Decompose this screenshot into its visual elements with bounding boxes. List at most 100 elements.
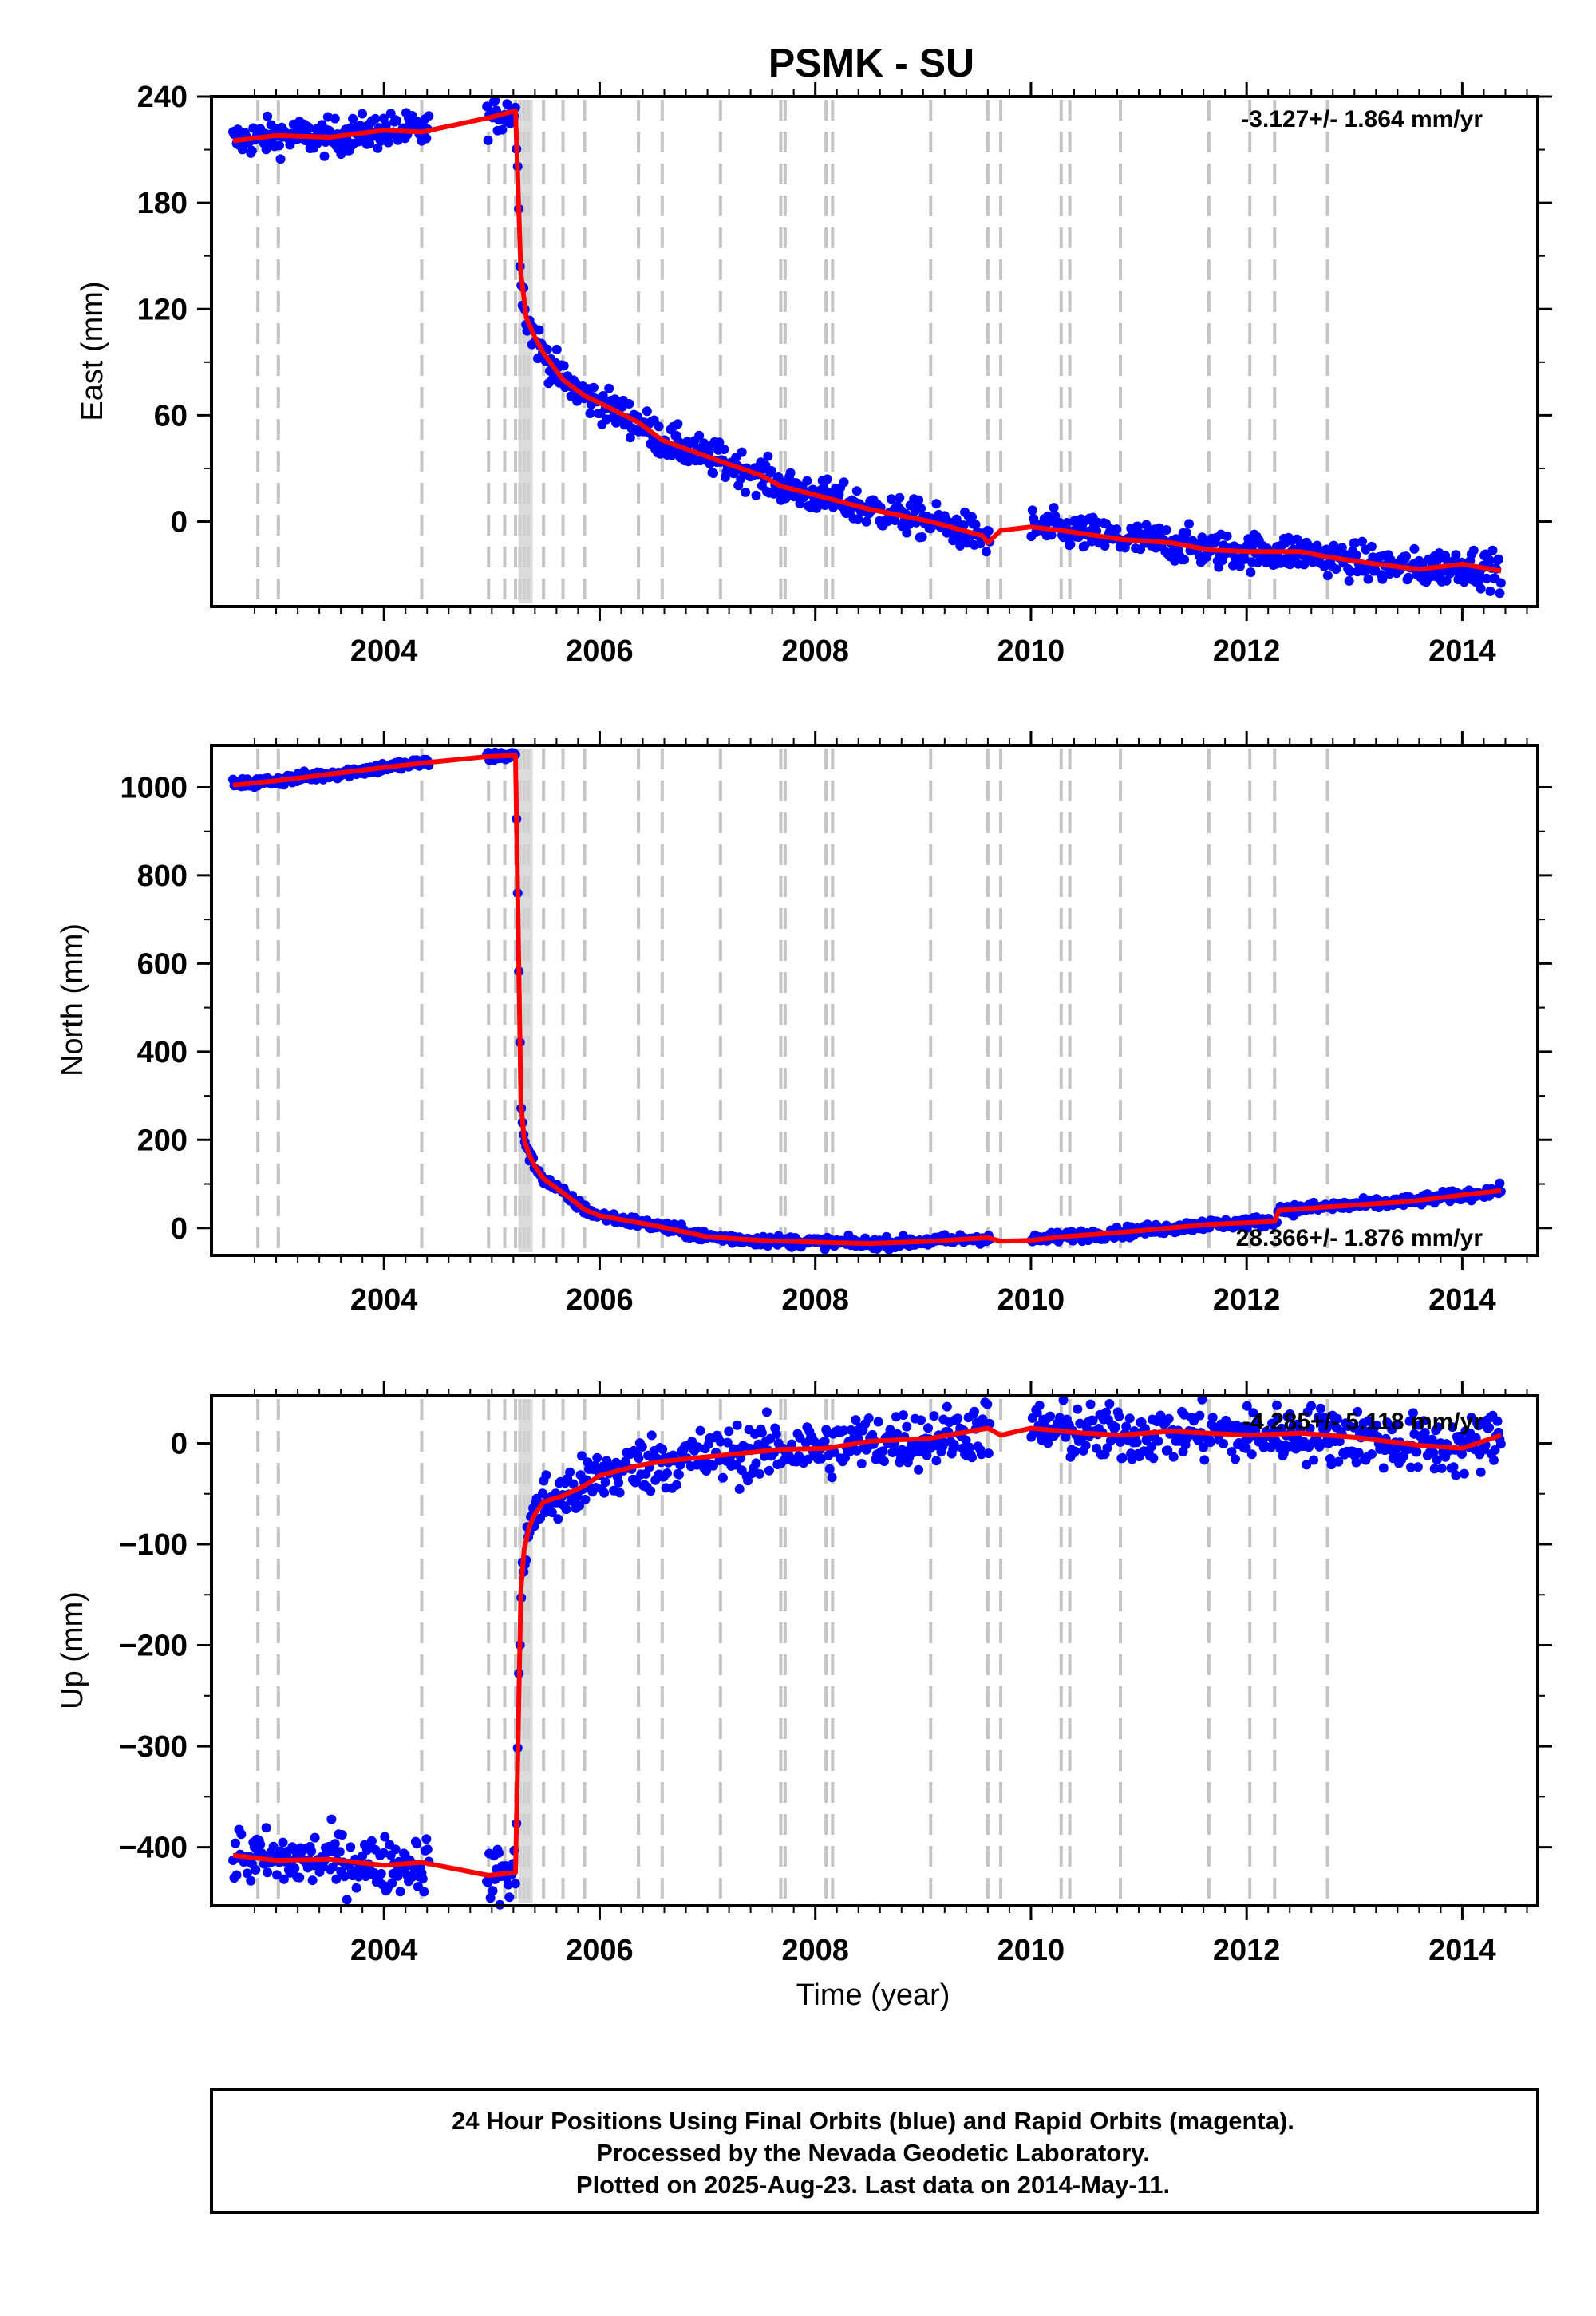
up-obs-point-266 (600, 1477, 610, 1488)
up-obs-point-28 (261, 1823, 271, 1833)
east-obs-point-663 (1112, 524, 1122, 535)
up-obs-point-37 (272, 1870, 282, 1880)
up-obs-point-488 (863, 1413, 874, 1424)
east-obs-point-101 (348, 113, 358, 124)
up-obs-point-577 (970, 1406, 979, 1417)
east-obs-point-422 (785, 468, 796, 478)
up-obs-point-915 (1412, 1447, 1422, 1457)
up-obs-point-501 (879, 1456, 889, 1466)
east-obs-point-589 (983, 526, 994, 536)
up-xtick-label-3: 2010 (998, 1934, 1065, 1967)
up-obs-point-86 (330, 1839, 340, 1849)
east-ytick-label-1: 180 (137, 187, 188, 220)
east-obs-point-909 (1404, 572, 1413, 583)
up-ytick-label-3: −300 (119, 1730, 188, 1764)
up-ytick-label-2: −200 (119, 1630, 188, 1663)
east-obs-point-366 (719, 445, 729, 454)
up-obs-point-314 (658, 1445, 668, 1454)
east-obs-point-39 (275, 140, 284, 151)
up-obs-point-246 (577, 1451, 587, 1461)
up-obs-point-762 (1231, 1454, 1240, 1464)
east-obs-point-532 (916, 504, 926, 513)
up-obs-point-482 (856, 1459, 867, 1468)
east-obs-point-8 (237, 144, 247, 155)
up-obs-point-277 (614, 1477, 624, 1488)
east-obs-point-287 (625, 433, 635, 443)
up-obs-point-777 (1248, 1408, 1258, 1418)
east-obs-point-608 (1046, 530, 1057, 540)
east-obs-point-225 (551, 345, 562, 354)
east-obs-point-841 (1322, 571, 1333, 581)
east-obs-point-269 (604, 383, 614, 393)
up-xtick-label-4: 2012 (1213, 1934, 1281, 1967)
up-obs-point-410 (771, 1429, 781, 1440)
north-step-lines (256, 749, 1329, 1252)
up-obs-point-52 (290, 1863, 300, 1873)
up-obs-point-563 (953, 1413, 963, 1424)
up-obs-point-674 (1124, 1413, 1135, 1424)
east-obs-point-587 (981, 547, 991, 557)
up-obs-point-706 (1163, 1445, 1173, 1456)
up-obs-point-297 (637, 1441, 647, 1452)
up-obs-point-396 (755, 1468, 764, 1479)
up-obs-point-163 (421, 1834, 432, 1844)
east-obs-point-870 (1357, 536, 1367, 547)
up-obs-point-618 (1058, 1395, 1069, 1405)
up-obs-point-752 (1219, 1439, 1229, 1448)
north-plot-frame (210, 744, 1539, 1257)
up-obs-point-654 (1101, 1407, 1111, 1417)
east-ytick-label-0: 240 (137, 81, 188, 114)
up-obs-point-99 (346, 1842, 356, 1852)
east-plot-content: 240 180 120 60 0 2004 2006 2008 2010 2012 2014 (137, 81, 1552, 668)
east-obs-point-64 (304, 123, 314, 133)
east-obs-point-705 (1161, 525, 1171, 535)
up-ytick-label-4: −400 (119, 1832, 188, 1865)
up-obs-point-573 (965, 1442, 974, 1452)
east-axis-label: East (mm) (76, 281, 109, 421)
east-obs-point-514 (895, 492, 905, 503)
up-obs-point-151 (407, 1872, 417, 1882)
up-obs-point-808 (1285, 1409, 1295, 1419)
up-obs-point-589 (983, 1448, 994, 1459)
up-obs-point-899 (1393, 1420, 1403, 1430)
east-ytick-label-3: 60 (154, 399, 188, 433)
panel-north: 1000 800 600 400 200 0 2004 2006 2008 2010 2012 201… (56, 731, 1552, 1317)
up-obs-point-226 (553, 1514, 563, 1524)
up-obs-point-23 (255, 1840, 266, 1849)
east-obs-point-406 (766, 466, 776, 476)
east-obs-point-860 (1345, 567, 1356, 577)
up-obs-point-69 (310, 1832, 320, 1843)
up-obs-point-96 (342, 1895, 352, 1905)
up-obs-point-365 (717, 1472, 728, 1483)
up-obs-point-398 (757, 1428, 767, 1438)
up-obs-point-554 (942, 1401, 952, 1412)
up-obs-point-459 (829, 1447, 839, 1457)
up-obs-point-732 (1195, 1410, 1205, 1421)
east-xtick-label-0: 2004 (350, 634, 418, 668)
up-obs-point-866 (1353, 1448, 1364, 1458)
up-obs-point-164 (422, 1844, 433, 1855)
north-xtick-label-2: 2008 (781, 1283, 849, 1317)
up-obs-point-477 (851, 1415, 861, 1425)
up-obs-point-680 (1132, 1437, 1142, 1448)
up-obs-point-976 (1484, 1422, 1495, 1433)
up-obs-point-455 (824, 1464, 835, 1474)
up-obs-point-496 (873, 1417, 883, 1427)
up-obs-point-344 (693, 1442, 703, 1452)
up-obs-point-7 (236, 1829, 247, 1840)
up-obs-point-2 (231, 1838, 240, 1848)
east-obs-point-530 (914, 495, 924, 505)
up-obs-point-865 (1353, 1406, 1363, 1417)
north-ytick-label-0: 1000 (120, 771, 188, 804)
up-obs-point-236 (565, 1467, 575, 1477)
footer-line-3: Plotted on 2025-Aug-23. Last data on 201… (576, 2171, 1170, 2199)
east-obs-point-724 (1184, 519, 1194, 529)
up-obs-point-213 (538, 1488, 547, 1499)
east-obs-point-109 (358, 109, 367, 119)
up-obs-point-369 (722, 1437, 733, 1448)
up-obs-point-862 (1349, 1422, 1359, 1433)
east-obs-point-985 (1494, 554, 1503, 564)
up-obs-point-500 (878, 1446, 888, 1456)
up-obs-point-451 (820, 1436, 830, 1446)
up-obs-point-190 (510, 1879, 520, 1889)
